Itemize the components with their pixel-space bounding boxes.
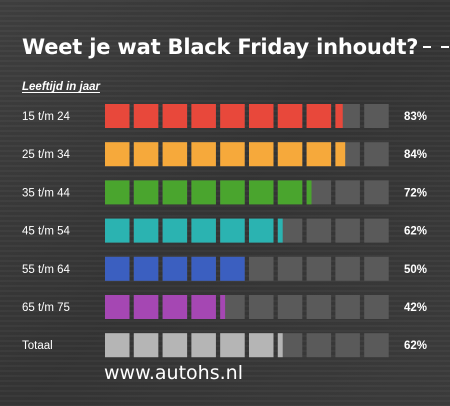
filled-segment (133, 333, 159, 358)
filled-segment (220, 295, 226, 319)
bar-row-5: 55 t/m 64 50% (22, 256, 427, 281)
filled-segment (220, 333, 245, 358)
filled-segment (191, 218, 216, 243)
filled-segment (105, 104, 130, 128)
filled-segment (220, 142, 245, 167)
value-label: 72% (404, 187, 427, 199)
filled-segment (162, 295, 188, 319)
chart-title: Weet je wat Black Friday inhoudt? (22, 35, 419, 59)
category-label: 65 t/m 75 (22, 302, 70, 314)
category-label: 35 t/m 44 (22, 187, 71, 199)
website-watermark: www.autohs.nl (104, 362, 243, 384)
category-label: 45 t/m 54 (22, 226, 71, 238)
filled-segment (191, 104, 216, 128)
empty-segment (306, 333, 332, 358)
empty-segment (335, 333, 360, 358)
empty-segment (335, 295, 360, 319)
filled-segment (162, 142, 188, 167)
empty-segment (364, 256, 389, 281)
empty-segment (364, 218, 389, 243)
empty-segment (306, 295, 332, 319)
filled-segment (133, 180, 159, 205)
empty-segment (364, 104, 389, 128)
filled-segment (277, 142, 303, 167)
filled-segment (335, 104, 343, 128)
filled-segment (249, 333, 274, 358)
empty-segment (364, 142, 389, 167)
filled-segment (162, 256, 188, 281)
empty-segment (277, 256, 303, 281)
filled-segment (133, 256, 159, 281)
filled-segment (277, 218, 283, 243)
filled-segment (306, 104, 332, 128)
category-label: Totaal (22, 340, 53, 352)
category-label: 25 t/m 34 (22, 149, 71, 161)
filled-segment (162, 104, 188, 128)
filled-segment (306, 180, 312, 205)
empty-segment (306, 218, 332, 243)
value-label: 62% (404, 226, 427, 238)
bar-row-4: 45 t/m 54 62% (22, 218, 427, 243)
filled-segment (249, 218, 274, 243)
y-axis-label: Leeftijd in jaar (22, 81, 100, 93)
empty-segment (249, 256, 274, 281)
empty-segment (335, 256, 360, 281)
bar-row-6: 65 t/m 75 42% (22, 295, 427, 319)
empty-segment (335, 180, 360, 205)
filled-segment (220, 180, 245, 205)
filled-segment (191, 256, 216, 281)
filled-segment (105, 256, 130, 281)
filled-segment (133, 104, 159, 128)
filled-segment (249, 142, 274, 167)
filled-segment (162, 180, 188, 205)
empty-segment (364, 333, 389, 358)
empty-segment (306, 256, 332, 281)
value-label: 83% (404, 111, 427, 123)
value-label: 62% (404, 340, 427, 352)
category-label: 15 t/m 24 (22, 111, 71, 123)
category-label: 55 t/m 64 (22, 264, 71, 276)
empty-segment (335, 218, 360, 243)
bar-row-3: 35 t/m 44 72% (22, 180, 427, 205)
empty-segment (249, 295, 274, 319)
filled-segment (133, 295, 159, 319)
bar-row-1: 15 t/m 24 83% (22, 104, 427, 128)
filled-segment (191, 180, 216, 205)
empty-segment (277, 295, 303, 319)
bar-row-2: 25 t/m 34 84% (22, 142, 427, 167)
filled-segment (220, 104, 245, 128)
filled-segment (162, 218, 188, 243)
filled-segment (105, 295, 130, 319)
filled-segment (105, 218, 130, 243)
filled-segment (191, 142, 216, 167)
value-label: 84% (404, 149, 427, 161)
empty-segment (364, 295, 389, 319)
filled-segment (191, 333, 216, 358)
bar-row-7: Totaal 62% (22, 333, 427, 358)
filled-segment (277, 333, 283, 358)
filled-segment (105, 142, 130, 167)
filled-segment (133, 218, 159, 243)
filled-segment (306, 142, 332, 167)
filled-segment (105, 180, 130, 205)
filled-segment (249, 180, 274, 205)
filled-segment (162, 333, 188, 358)
filled-segment (249, 104, 274, 128)
value-label: 42% (404, 302, 427, 314)
filled-segment (277, 180, 303, 205)
filled-segment (220, 256, 245, 281)
filled-segment (277, 104, 303, 128)
filled-segment (133, 142, 159, 167)
filled-segment (220, 218, 245, 243)
filled-segment (335, 142, 346, 167)
filled-segment (105, 333, 130, 358)
value-label: 50% (404, 264, 427, 276)
filled-segment (191, 295, 216, 319)
empty-segment (364, 180, 389, 205)
